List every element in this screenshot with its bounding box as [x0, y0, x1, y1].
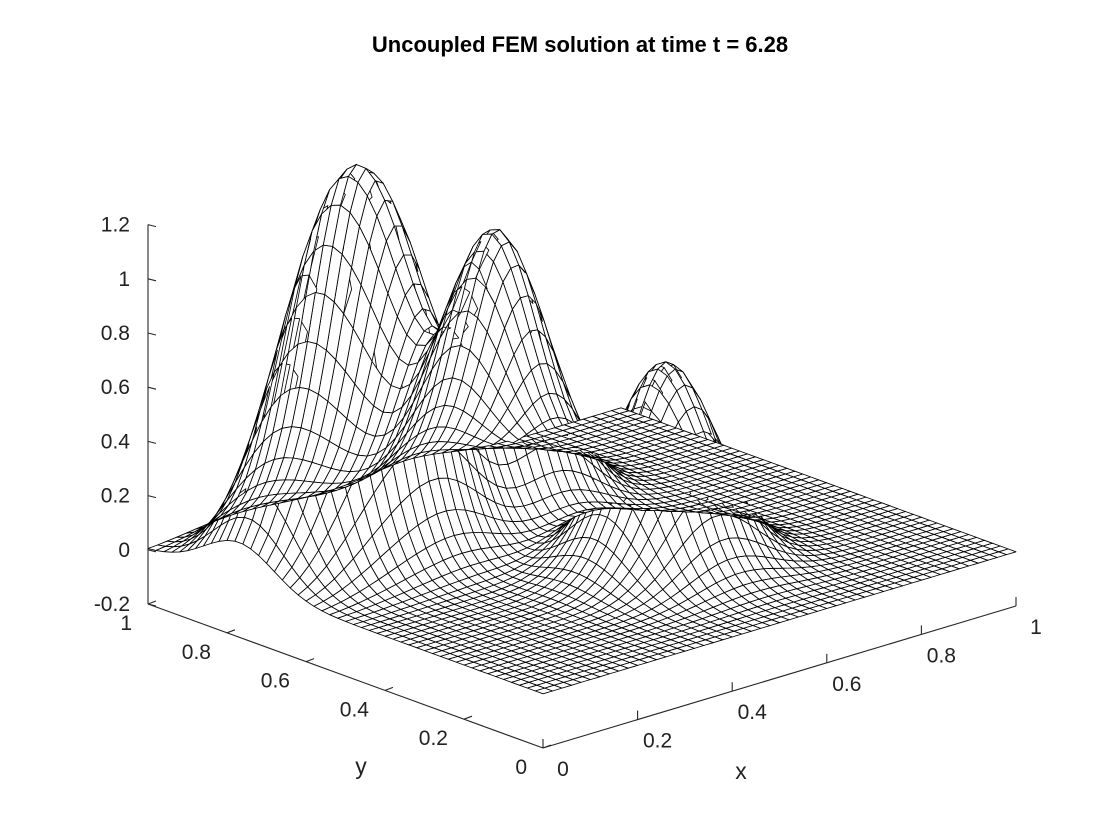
z-tick-label: 0.8 [101, 322, 130, 345]
z-tick-mark [147, 278, 157, 282]
z-tick-mark [147, 495, 157, 499]
x-tick-label: 0.2 [643, 730, 672, 753]
x-tick-label: 0 [557, 758, 569, 781]
y-tick-label: 1 [120, 612, 132, 635]
y-tick-mark [226, 629, 236, 634]
y-axis-label: y [355, 753, 367, 779]
x-axis-label: x [735, 758, 747, 784]
z-tick-mark [147, 549, 157, 553]
y-tick-label: 0.2 [419, 727, 448, 750]
mesh-cell [147, 544, 166, 551]
x-tick-label: 0.6 [832, 673, 861, 696]
y-tick-label: 0.6 [261, 670, 290, 693]
z-tick-label: 1.2 [101, 214, 130, 237]
z-tick-label: 0.6 [101, 376, 130, 399]
y-tick-label: 0 [515, 756, 527, 779]
z-tick-label: -0.2 [94, 593, 130, 616]
surface-mesh [147, 164, 1017, 695]
z-tick-label: 0 [118, 539, 130, 562]
y-tick-label: 0.8 [182, 641, 211, 664]
y-tick-mark [305, 658, 315, 663]
z-tick-mark [147, 603, 157, 607]
y-tick-mark [147, 600, 157, 605]
x-tick-label: 0.8 [927, 644, 956, 667]
y-axis-line [147, 603, 544, 749]
y-tick-mark [463, 715, 473, 720]
z-tick-label: 0.4 [101, 430, 131, 453]
z-tick-mark [147, 386, 157, 390]
y-tick-mark [384, 686, 394, 691]
z-tick-mark [147, 224, 157, 228]
x-axis-line [542, 605, 1017, 749]
chart-title: Uncoupled FEM solution at time t = 6.28 [372, 32, 788, 57]
x-tick-label: 1 [1030, 616, 1042, 639]
z-tick-mark [147, 332, 157, 336]
axes-box [147, 224, 1017, 749]
z-tick-label: 1 [118, 268, 130, 291]
tick-labels: 00.20.40.60.8100.20.40.60.81-0.200.20.40… [94, 214, 1042, 781]
x-tick-label: 0.4 [738, 701, 768, 724]
y-tick-label: 0.4 [340, 698, 370, 721]
z-tick-label: 0.2 [101, 485, 130, 508]
z-tick-mark [147, 440, 157, 444]
y-tick-mark [542, 744, 552, 749]
